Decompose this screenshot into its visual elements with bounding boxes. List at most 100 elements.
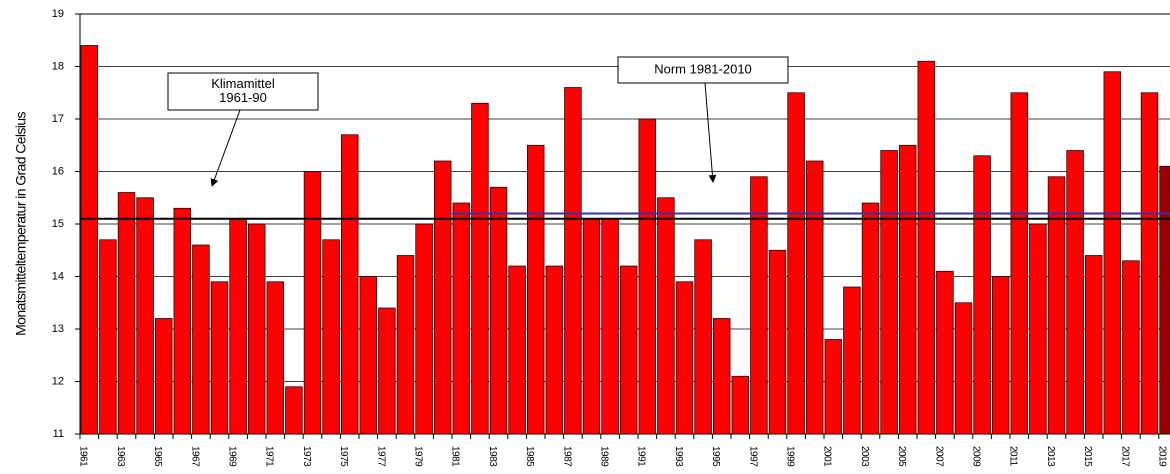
bar (582, 218, 601, 435)
bar (1084, 255, 1103, 435)
bar (1159, 165, 1170, 435)
bar (936, 270, 954, 435)
x-tick-label: 1993 (673, 446, 684, 467)
x-tick-label: 2005 (896, 446, 907, 467)
x-tick-label: 1979 (412, 446, 423, 467)
x-tick-label: 2015 (1082, 446, 1093, 467)
x-tick-label: 1963 (115, 446, 126, 467)
bar (768, 249, 787, 435)
annotation-text: Klimamittel (211, 76, 275, 91)
x-tick-label: 1981 (450, 446, 461, 467)
bar (545, 265, 564, 435)
x-tick-label: 2007 (933, 446, 944, 467)
x-tick-label: 1965 (152, 446, 163, 467)
y-axis-title: Monatsmitteltemperatur in Grad Celsius (13, 111, 29, 335)
x-tick-label: 2003 (859, 446, 870, 467)
bar (303, 171, 322, 435)
y-tick-label: 11 (53, 428, 64, 440)
x-tick-label: 2019 (1156, 446, 1167, 467)
y-tick-label: 13 (52, 323, 64, 335)
bar (247, 223, 266, 435)
x-tick-label: 1983 (487, 446, 498, 467)
bar (210, 281, 229, 435)
bar (415, 223, 433, 435)
x-tick-label: 1971 (264, 446, 275, 467)
x-tick-label: 1975 (338, 446, 349, 467)
x-tick-label: 1999 (784, 446, 795, 467)
bar (378, 307, 396, 435)
y-tick-label: 14 (52, 270, 64, 282)
bar (173, 207, 192, 435)
annotation-box (167, 72, 319, 111)
x-tick-label: 1977 (375, 446, 386, 467)
bar (229, 218, 247, 435)
x-tick-label: 2011 (1008, 446, 1019, 466)
bar (843, 286, 861, 435)
bar (117, 192, 136, 435)
annotation-arrow (704, 82, 717, 183)
bar (1010, 92, 1029, 435)
bar (136, 197, 154, 435)
bar (1047, 176, 1066, 435)
x-tick-label: 1961 (78, 446, 89, 467)
y-tick-label: 15 (52, 218, 64, 230)
bar (340, 134, 359, 435)
x-tick-label: 2001 (822, 446, 833, 467)
bar (824, 339, 843, 435)
bar (1140, 92, 1159, 435)
bar (657, 197, 675, 435)
bar (266, 281, 285, 435)
x-tick-label: 1997 (747, 446, 758, 467)
annotation-text: Norm 1981-2010 (654, 61, 752, 76)
x-tick-label: 2013 (1045, 446, 1056, 467)
bar (285, 386, 303, 435)
bar (80, 45, 99, 435)
x-tick-label: 1995 (710, 446, 721, 467)
bar (564, 87, 582, 435)
bar (359, 276, 378, 435)
x-tick-label: 1991 (636, 446, 647, 467)
bar (917, 60, 936, 435)
bar (452, 202, 471, 435)
x-tick-label: 2017 (1119, 446, 1130, 467)
bar (694, 239, 712, 435)
bar (991, 276, 1010, 435)
bar (396, 255, 415, 435)
bar (805, 160, 824, 435)
annotation-text: 1961-90 (219, 90, 267, 105)
bar (712, 318, 731, 435)
bar (619, 265, 638, 435)
x-tick-label: 1985 (524, 446, 535, 467)
bar (861, 202, 880, 435)
annotation-arrow (210, 109, 241, 187)
bar (192, 244, 210, 435)
bar (731, 375, 750, 435)
bar (508, 265, 526, 435)
bar (750, 176, 768, 435)
y-tick-label: 12 (52, 375, 64, 387)
bar (973, 155, 991, 435)
bar (471, 102, 489, 435)
bar (601, 218, 619, 435)
y-tick-label: 19 (52, 8, 64, 20)
x-tick-label: 1967 (189, 446, 200, 467)
bar (880, 150, 898, 435)
bar (787, 92, 805, 435)
bar (1066, 150, 1084, 435)
bar (898, 144, 917, 435)
x-tick-label: 2009 (970, 446, 981, 467)
bar (954, 302, 973, 435)
bar (1103, 71, 1122, 435)
bar (433, 160, 452, 435)
bar (638, 118, 657, 435)
bar (526, 144, 545, 435)
bar (154, 318, 173, 435)
annotation-box (617, 56, 789, 84)
x-tick-label: 1989 (598, 446, 609, 467)
bar (322, 239, 340, 435)
bar (1122, 260, 1140, 435)
x-tick-label: 1973 (301, 446, 312, 467)
bar (675, 281, 694, 435)
bar (489, 186, 508, 435)
